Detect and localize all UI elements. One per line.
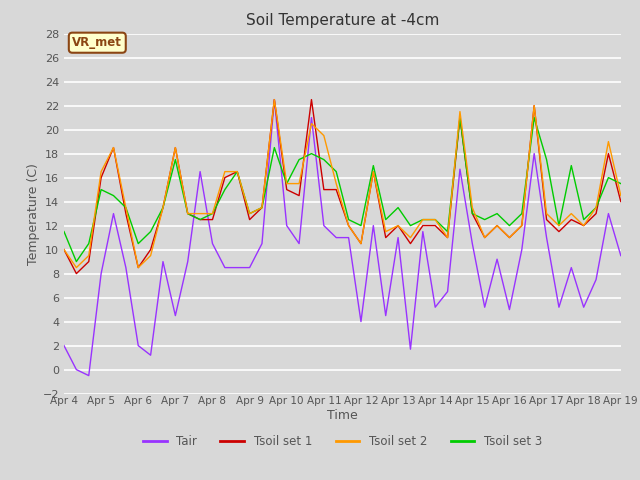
Title: Soil Temperature at -4cm: Soil Temperature at -4cm	[246, 13, 439, 28]
Legend: Tair, Tsoil set 1, Tsoil set 2, Tsoil set 3: Tair, Tsoil set 1, Tsoil set 2, Tsoil se…	[138, 430, 547, 453]
X-axis label: Time: Time	[327, 409, 358, 422]
Y-axis label: Temperature (C): Temperature (C)	[27, 163, 40, 264]
Text: VR_met: VR_met	[72, 36, 122, 49]
